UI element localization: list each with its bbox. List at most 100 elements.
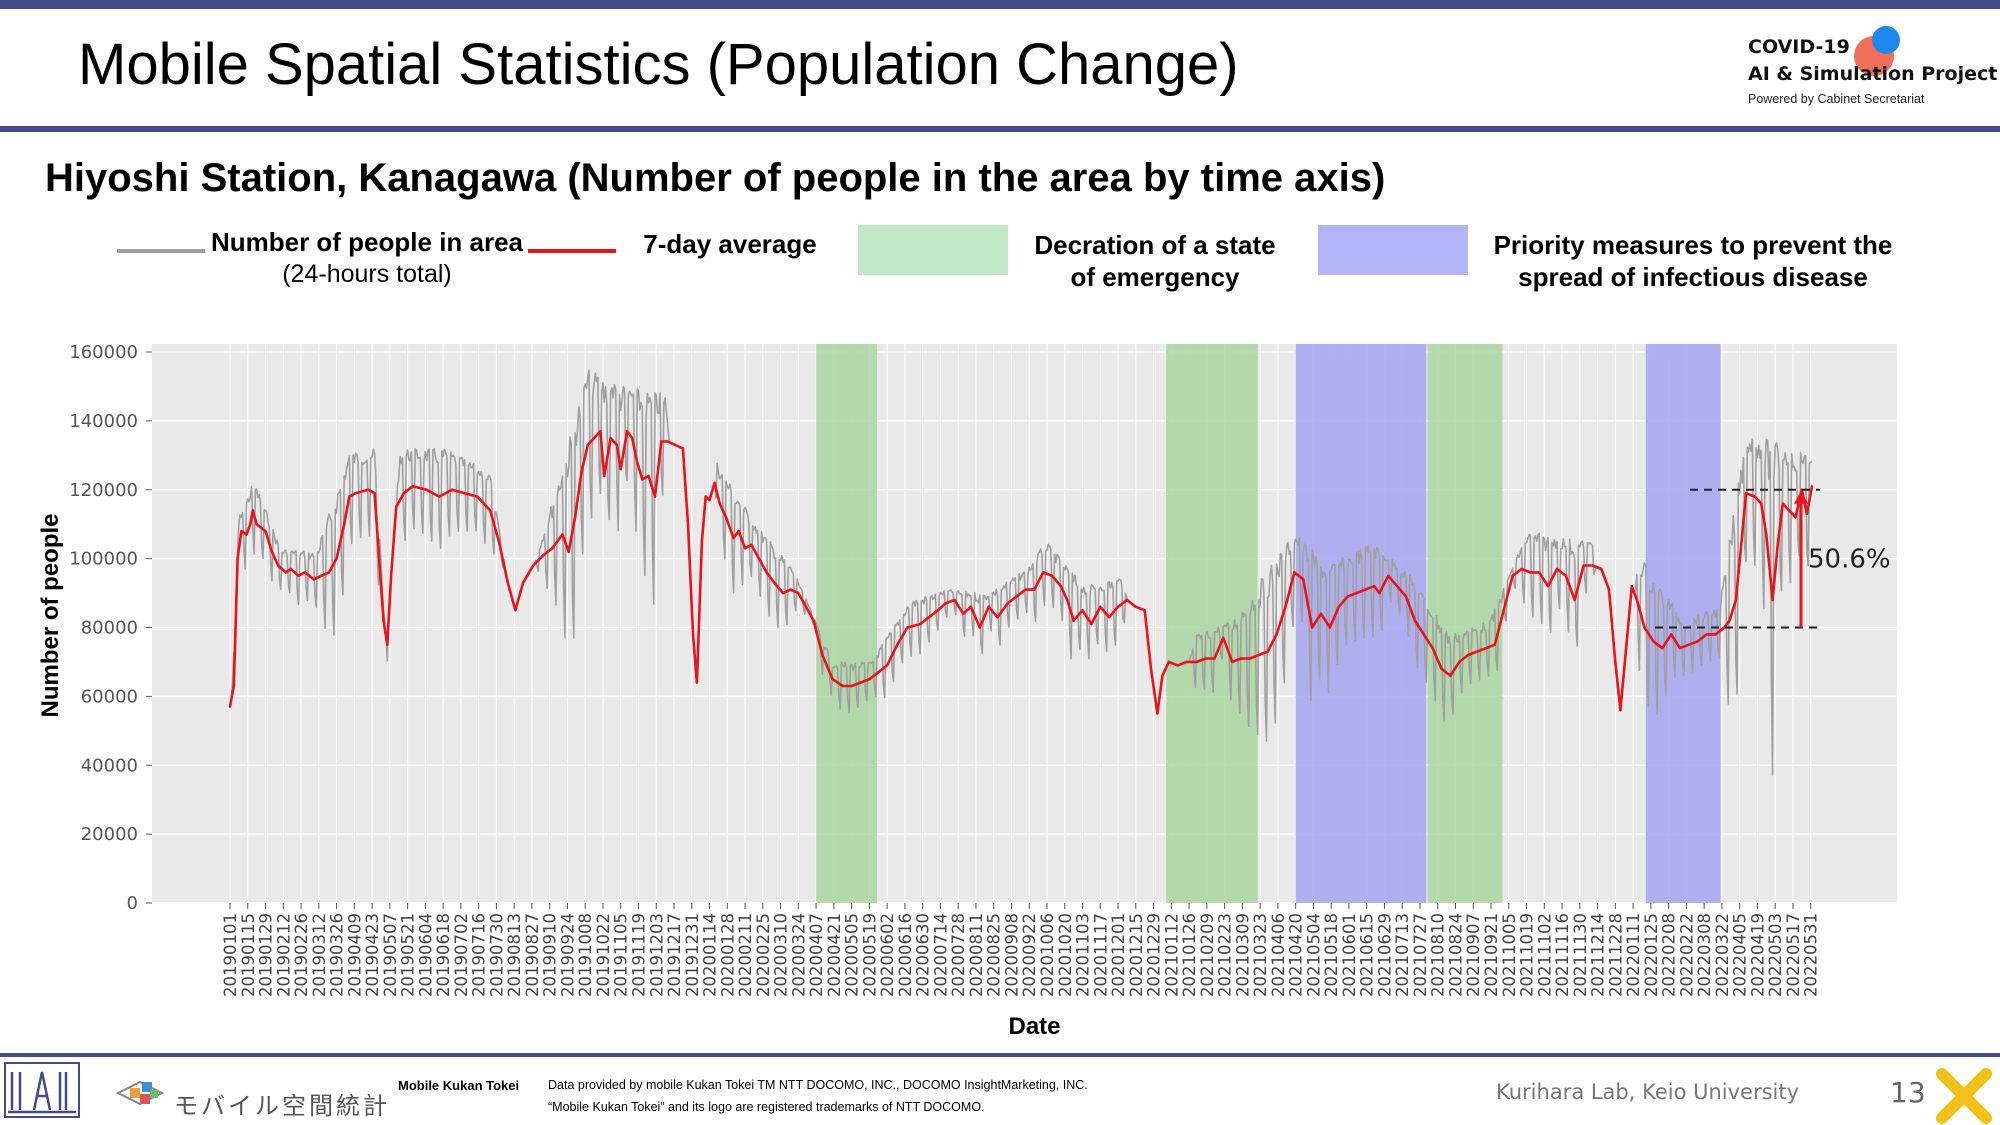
avg-data-point [342,522,346,526]
avg-data-point [630,436,634,440]
footer-divider-bar [0,1053,2000,1057]
x-tick-label: 20210824 [1446,913,1465,997]
x-tick-label: 20220208 [1660,913,1679,997]
avg-data-point [868,677,871,681]
avg-data-point [686,522,690,526]
avg-data-point [1373,584,1376,588]
avg-data-point [821,653,824,657]
x-tick-label: 20190604 [416,913,435,997]
avg-data-point [1231,660,1234,664]
avg-data-point [962,612,965,615]
legend-raw-swatch [117,249,205,253]
y-tick-label: 120000 [69,480,138,501]
avg-data-point [732,536,735,540]
x-tick-label: 20200922 [1020,913,1039,997]
x-tick-label: 20191022 [594,913,613,997]
x-tick-label: 20200616 [896,913,915,997]
avg-data-point [1081,609,1084,612]
avg-data-point [251,509,255,512]
avg-data-point [1302,578,1305,581]
avg-data-point [1624,653,1627,657]
avg-data-point [1176,664,1179,667]
x-tick-label: 20210126 [1180,913,1199,997]
x-tick-label: 20210921 [1482,913,1501,997]
x-tick-label: 20201006 [1038,913,1057,997]
avg-data-point [270,550,274,553]
avg-data-point [674,443,677,447]
avg-data-point [1107,615,1111,619]
avg-data-point [1753,495,1757,498]
avg-data-point [831,677,834,681]
avg-data-point [1466,653,1470,657]
avg-data-point [289,567,293,571]
x-tick-label: 20200128 [718,913,737,997]
avg-data-point [1661,646,1664,650]
title-divider-bar [0,126,2000,132]
avg-data-point [573,516,577,519]
x-tick-label: 20210112 [1162,913,1181,997]
footer-brand-jp: モバイル空間統計 [174,1092,390,1120]
avg-data-point [1760,502,1763,505]
avg-data-point [666,440,669,443]
avg-data-point [236,557,239,560]
avg-data-point [488,509,492,512]
avg-data-point [297,574,300,578]
avg-data-point [978,626,981,629]
x-tick-label: 20200519 [860,913,879,997]
avg-data-point [1066,598,1069,602]
x-tick-label: 20191203 [647,913,666,997]
footer-brand-en: Mobile Kukan Tokei [398,1078,520,1093]
avg-data-point [1222,636,1225,640]
avg-data-point [1696,640,1699,643]
annotation-arrow-head [1794,490,1808,504]
legend-avg-label: 7-day average [643,229,817,259]
x-tick-label: 20190813 [505,913,524,997]
x-tick-label: 20190730 [487,913,506,997]
y-tick-label: 20000 [81,824,138,845]
avg-data-point [264,529,267,533]
x-tick-label: 20190702 [452,913,471,997]
x-tick-label: 20200811 [967,913,986,997]
avg-data-point [1143,609,1146,612]
avg-data-point [303,571,307,574]
avg-data-point [1705,633,1708,636]
avg-data-point [718,502,721,505]
avg-data-point [603,474,606,478]
avg-data-point [1643,626,1646,629]
x-tick-label: 20200908 [1002,913,1021,997]
avg-data-point [1810,485,1814,488]
avg-data-point [1422,633,1425,636]
avg-data-point [255,522,258,526]
x-tick-label: 20220322 [1713,913,1732,997]
priority-period-band [1645,344,1721,903]
university-logo-icon [4,1062,80,1118]
avg-data-point [737,529,740,533]
population-chart: 0 20000 40000 60000 80000 100000 120000 140000 1… [37,342,1897,1040]
x-tick-label: 20210309 [1233,913,1252,997]
x-tick-label: 20210420 [1287,913,1306,997]
avg-data-point [1006,602,1009,605]
avg-data-point [1116,605,1120,609]
avg-data-point [781,591,785,595]
footer-credit-1: Data provided by mobile Kukan Tokei TM N… [548,1078,1088,1092]
avg-data-point [704,495,707,498]
legend-priority-swatch [1318,225,1468,275]
avg-data-point [1600,567,1603,571]
x-tick-label: 20190618 [434,913,453,997]
x-brand-icon [1936,1068,1992,1124]
slide-title: Mobile Spatial Statistics (Population Ch… [78,32,1239,97]
avg-data-point [1614,660,1617,664]
x-tick-label: 20200211 [736,913,755,997]
x-tick-label: 20190312 [310,913,329,997]
avg-data-point [1678,646,1682,650]
avg-data-point [561,533,564,536]
avg-data-point [1404,595,1408,598]
avg-data-point [1591,564,1594,567]
annotation-label: 50.6% [1808,545,1891,575]
avg-data-point [724,516,728,519]
avg-data-point [918,622,922,626]
avg-data-point [1771,598,1774,602]
x-tick-label: 20220111 [1624,913,1643,997]
avg-data-point [386,643,389,646]
avg-data-point [859,681,862,684]
